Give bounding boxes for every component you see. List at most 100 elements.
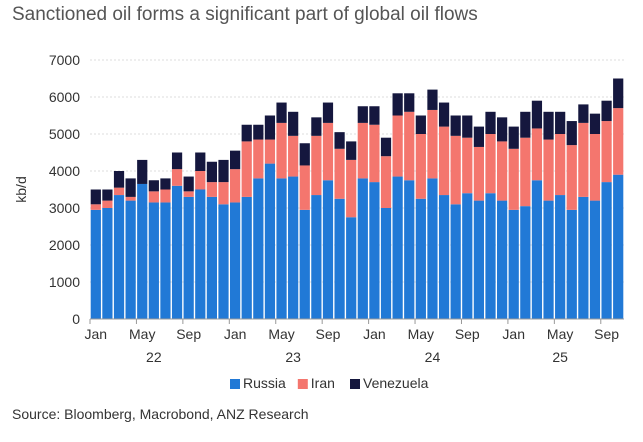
bar-venezuela-30 — [438, 102, 450, 127]
bar-russia-24 — [369, 182, 380, 319]
bar-russia-11 — [218, 204, 229, 319]
bar-russia-8 — [183, 196, 194, 319]
bar-series — [90, 78, 624, 319]
bar-russia-43 — [589, 200, 601, 319]
bar-russia-39 — [543, 200, 554, 319]
bar-iran-7 — [171, 169, 183, 186]
x-tick-label: Jan — [502, 326, 525, 342]
bar-iran-9 — [195, 171, 206, 190]
y-tick-label: 1000 — [49, 274, 80, 290]
legend-swatch-venezuela — [350, 379, 360, 389]
year-label: 23 — [285, 349, 301, 365]
bar-venezuela-26 — [392, 93, 403, 116]
y-tick-label: 7000 — [49, 52, 80, 68]
legend-label-russia: Russia — [243, 375, 286, 391]
bar-iran-43 — [589, 134, 601, 201]
bar-russia-32 — [462, 193, 473, 319]
y-tick-label: 2000 — [49, 237, 80, 253]
legend-label-venezuela: Venezuela — [363, 375, 429, 391]
bar-iran-37 — [520, 137, 531, 207]
bar-venezuela-17 — [288, 111, 299, 136]
bar-russia-15 — [264, 163, 276, 319]
bar-russia-37 — [520, 206, 531, 319]
bar-russia-27 — [404, 180, 415, 319]
legend: Russia Iran Venezuela — [230, 375, 429, 391]
bar-venezuela-3 — [125, 178, 136, 197]
bar-venezuela-33 — [473, 126, 484, 147]
bar-iran-33 — [473, 146, 484, 201]
bar-venezuela-42 — [578, 104, 589, 123]
bar-iran-31 — [450, 135, 461, 205]
bar-iran-30 — [438, 126, 450, 196]
bar-venezuela-7 — [171, 152, 183, 170]
year-label: 24 — [425, 349, 441, 365]
bar-russia-9 — [195, 189, 206, 319]
bar-venezuela-41 — [566, 121, 577, 146]
bar-iran-28 — [415, 134, 426, 199]
bar-iran-42 — [578, 122, 589, 197]
bar-iran-5 — [148, 191, 159, 203]
bar-russia-18 — [299, 209, 310, 319]
bar-iran-29 — [427, 109, 438, 179]
bar-venezuela-37 — [520, 111, 531, 138]
bar-venezuela-38 — [531, 100, 543, 129]
bar-venezuela-40 — [555, 111, 566, 134]
bar-venezuela-15 — [264, 115, 276, 140]
bar-venezuela-11 — [218, 159, 229, 183]
x-tick-label: May — [408, 326, 434, 342]
bar-iran-19 — [311, 135, 322, 196]
bar-iran-36 — [508, 148, 519, 210]
bar-russia-45 — [613, 174, 624, 319]
bar-iran-13 — [241, 141, 252, 197]
bar-venezuela-29 — [427, 89, 438, 110]
x-tick-label: Jan — [363, 326, 386, 342]
bar-russia-30 — [438, 195, 450, 319]
x-tick-label: May — [268, 326, 294, 342]
bar-iran-1 — [102, 200, 113, 208]
bar-iran-14 — [253, 139, 264, 179]
bar-venezuela-45 — [613, 78, 624, 109]
bar-iran-16 — [276, 122, 287, 179]
bar-venezuela-32 — [462, 115, 473, 138]
bar-iran-45 — [613, 108, 624, 175]
bar-iran-26 — [392, 115, 403, 177]
source-note: Source: Bloomberg, Macrobond, ANZ Resear… — [12, 406, 309, 422]
bar-russia-1 — [102, 208, 113, 319]
x-tick-label: Sep — [316, 326, 341, 342]
x-tick-label: Sep — [594, 326, 619, 342]
bar-iran-35 — [497, 141, 508, 201]
y-tick-label: 6000 — [49, 89, 80, 105]
x-tick-label: Sep — [176, 326, 201, 342]
bar-venezuela-25 — [380, 137, 392, 157]
x-tick-label: Jan — [224, 326, 247, 342]
bar-venezuela-39 — [543, 111, 554, 140]
bar-iran-10 — [206, 182, 217, 197]
bar-iran-41 — [566, 145, 577, 210]
bar-venezuela-13 — [241, 124, 252, 142]
bar-venezuela-9 — [195, 152, 206, 171]
bar-russia-40 — [555, 195, 566, 319]
y-tick-label: 3000 — [49, 200, 80, 216]
legend-label-iran: Iran — [311, 375, 335, 391]
bar-russia-20 — [322, 180, 334, 319]
bar-iran-0 — [90, 204, 101, 210]
x-tick-label: May — [129, 326, 155, 342]
bar-russia-16 — [276, 178, 287, 319]
bar-russia-13 — [241, 196, 252, 319]
bar-iran-25 — [380, 156, 392, 208]
bar-venezuela-19 — [311, 117, 322, 136]
bar-iran-21 — [334, 148, 345, 199]
bar-venezuela-34 — [485, 111, 496, 134]
bar-iran-17 — [288, 135, 299, 177]
bar-iran-11 — [218, 182, 229, 205]
bar-russia-19 — [311, 195, 322, 319]
bar-russia-35 — [497, 200, 508, 319]
bar-russia-33 — [473, 200, 484, 319]
bar-iran-27 — [404, 111, 415, 181]
bar-venezuela-1 — [102, 189, 113, 201]
bar-venezuela-36 — [508, 126, 519, 149]
bar-venezuela-24 — [369, 106, 380, 125]
bar-venezuela-31 — [450, 115, 461, 136]
bar-russia-17 — [288, 176, 299, 319]
